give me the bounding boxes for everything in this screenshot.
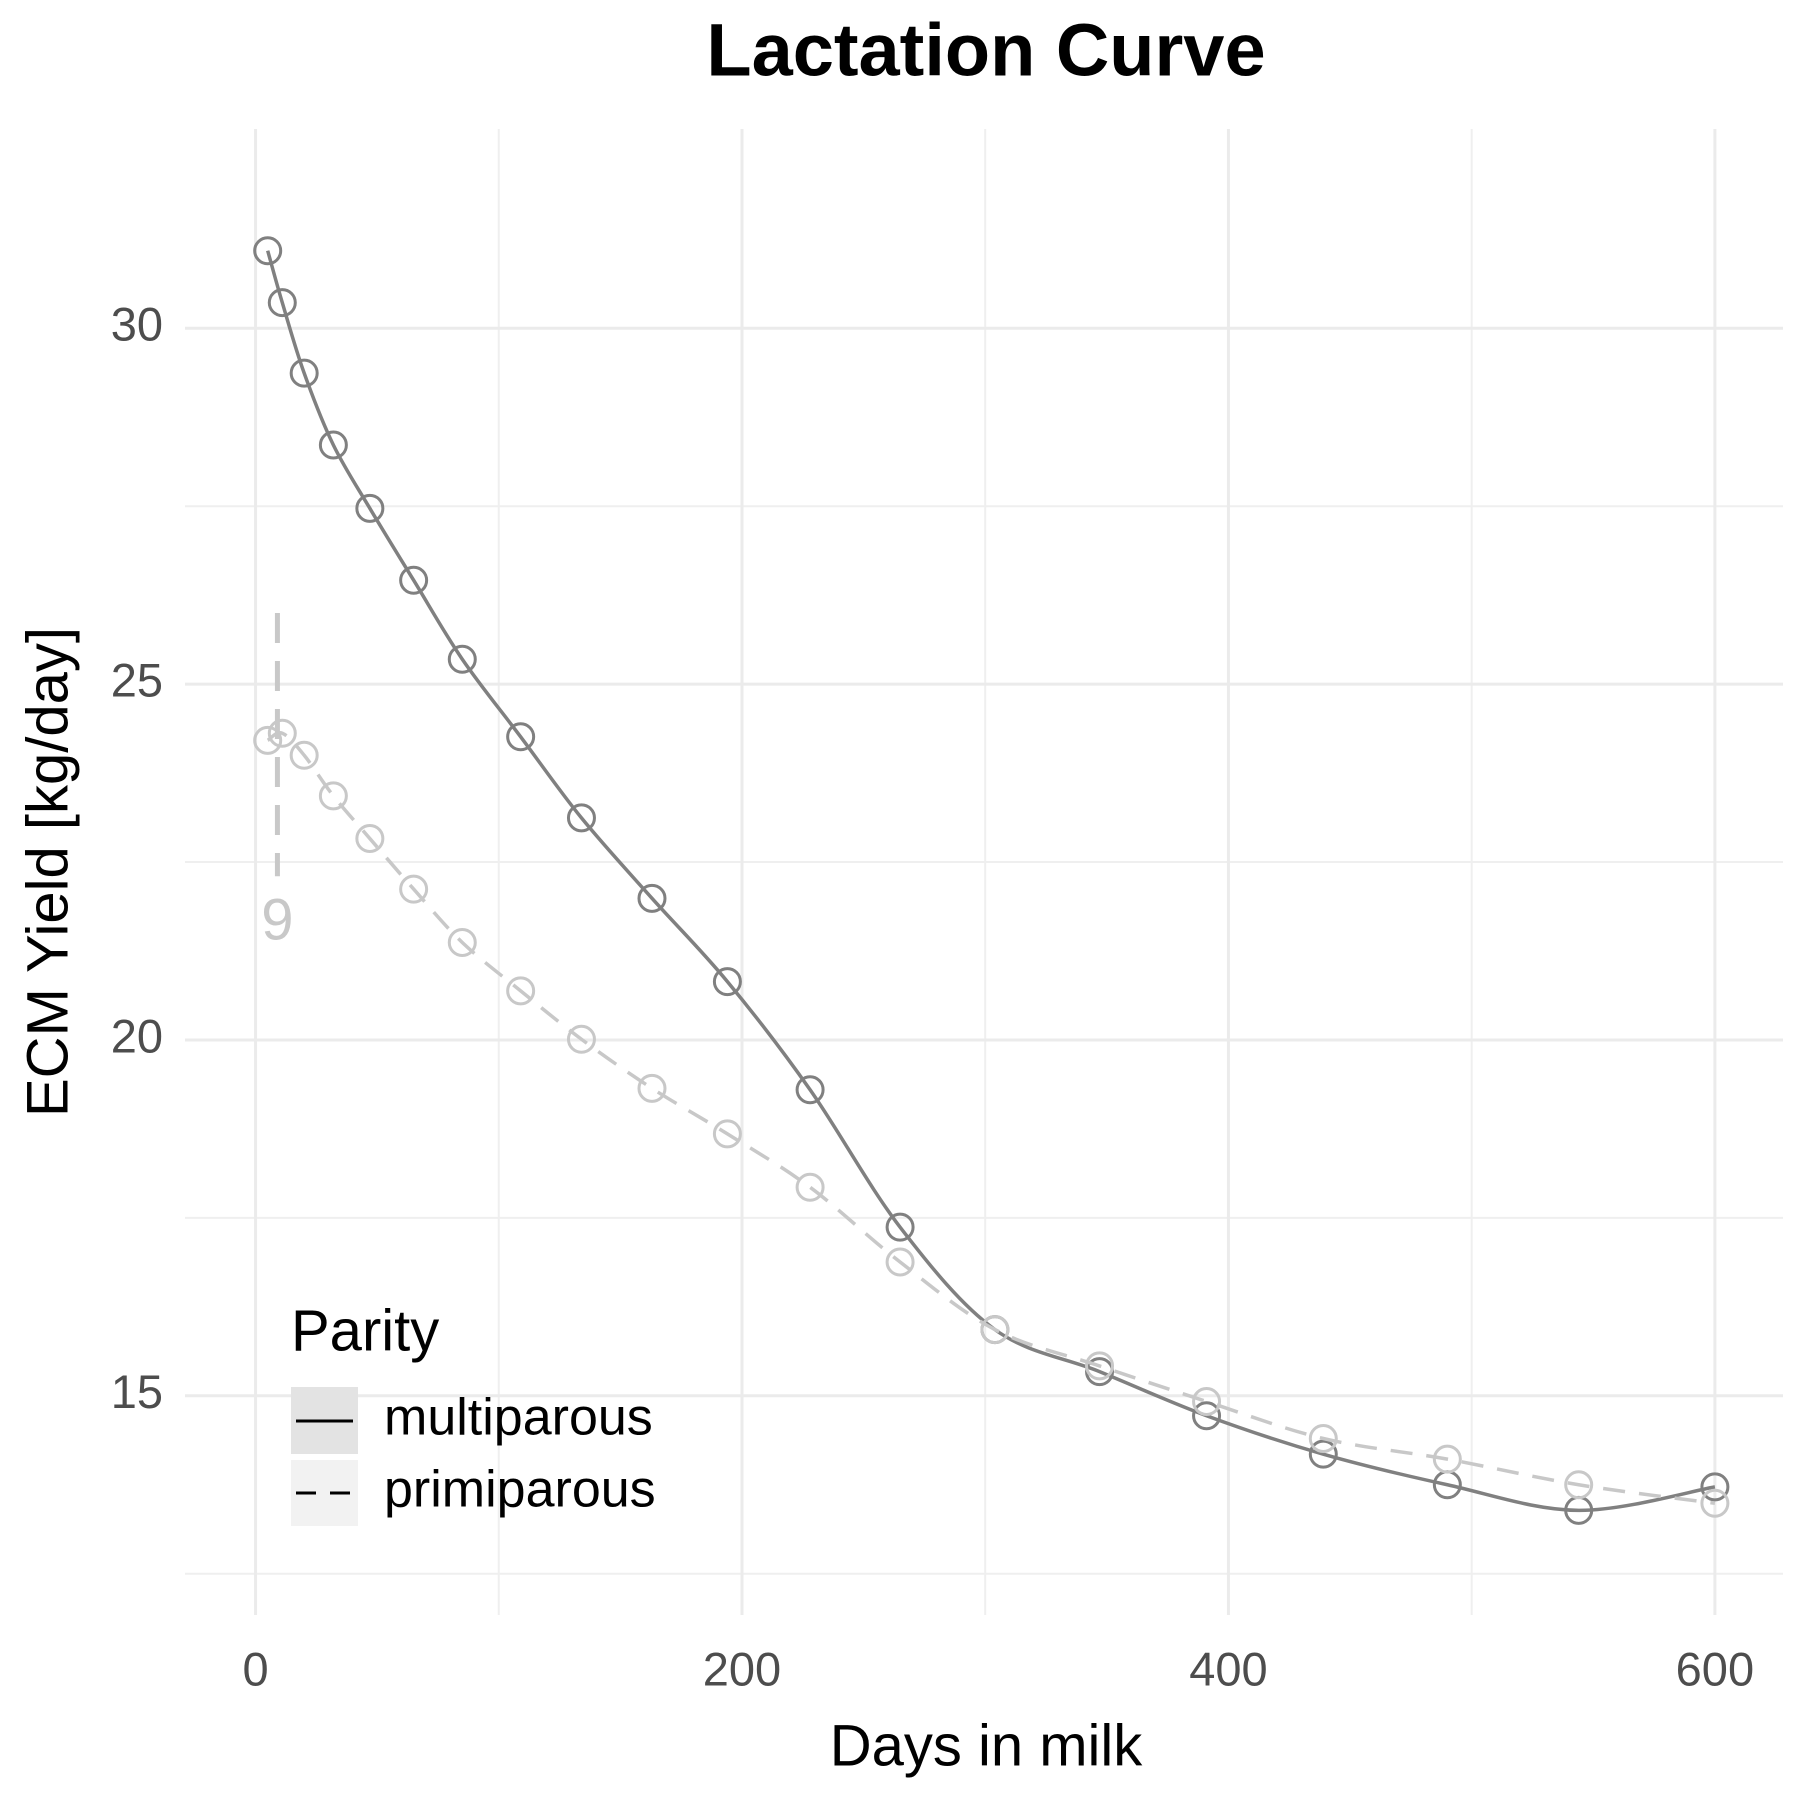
annotation-label: 9 <box>261 888 293 953</box>
data-point <box>506 976 536 1006</box>
data-point <box>1192 1386 1222 1416</box>
data-point <box>399 565 429 595</box>
y-tick-label: 25 <box>111 654 163 707</box>
data-point <box>267 718 297 748</box>
y-tick-label: 15 <box>111 1365 163 1418</box>
legend-label: primiparous <box>384 1461 656 1519</box>
data-point <box>637 883 667 913</box>
data-point <box>637 1073 667 1103</box>
data-point <box>289 740 319 770</box>
data-point <box>795 1075 825 1105</box>
data-point <box>566 1024 596 1054</box>
x-tick-label: 0 <box>242 1642 268 1695</box>
data-point <box>885 1212 915 1242</box>
data-point <box>712 967 742 997</box>
data-point <box>1308 1439 1338 1469</box>
data-point <box>1192 1401 1222 1431</box>
data-point <box>267 288 297 318</box>
y-tick-label: 20 <box>111 1009 163 1062</box>
legend-title: Parity <box>291 1298 439 1363</box>
x-tick-label: 400 <box>1189 1642 1267 1695</box>
x-tick-label: 200 <box>703 1642 781 1695</box>
data-point <box>1700 1472 1730 1502</box>
data-point <box>1564 1470 1594 1500</box>
data-point <box>885 1247 915 1277</box>
data-point <box>318 781 348 811</box>
data-point <box>1432 1444 1462 1474</box>
grid: 0 200 400 600 15 20 25 30 <box>111 129 1783 1695</box>
data-point <box>289 358 319 388</box>
x-axis-title: Days in milk <box>830 1713 1144 1778</box>
data-point <box>795 1172 825 1202</box>
data-point <box>1700 1488 1730 1518</box>
data-point <box>253 236 283 266</box>
data-point <box>355 493 385 523</box>
data-point <box>447 644 477 674</box>
y-tick-label: 30 <box>111 298 163 351</box>
data-point <box>447 927 477 957</box>
chart-title: Lactation Curve <box>706 9 1265 92</box>
data-point <box>1308 1424 1338 1454</box>
series-line <box>266 250 1716 1513</box>
legend: Parity multiparous primiparous <box>291 1298 656 1526</box>
x-tick-label: 600 <box>1676 1642 1754 1695</box>
series-line <box>266 731 1716 1506</box>
data-point <box>355 824 385 854</box>
data-point <box>566 803 596 833</box>
data-point <box>318 430 348 460</box>
marks: 9 <box>253 236 1730 1525</box>
data-point <box>253 725 283 755</box>
data-point <box>399 874 429 904</box>
data-point <box>980 1315 1010 1345</box>
y-axis-title: ECM Yield [kg/day] <box>15 627 80 1117</box>
data-point <box>506 722 536 752</box>
data-point <box>1085 1351 1115 1381</box>
data-point <box>712 1119 742 1149</box>
legend-label: multiparous <box>384 1389 653 1447</box>
